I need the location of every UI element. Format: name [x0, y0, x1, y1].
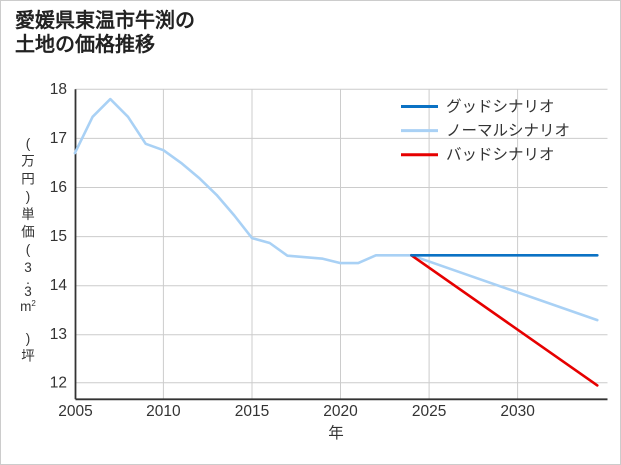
- svg-text:(: (: [26, 242, 31, 257]
- svg-text:2025: 2025: [412, 403, 446, 420]
- svg-text:12: 12: [50, 375, 67, 392]
- svg-text:): ): [26, 331, 31, 346]
- svg-text:年: 年: [328, 424, 344, 442]
- svg-text:グッドシナリオ: グッドシナリオ: [446, 98, 555, 116]
- svg-text:18: 18: [50, 81, 67, 98]
- svg-text:): ): [26, 189, 31, 204]
- svg-text:2010: 2010: [146, 403, 181, 420]
- svg-text:m2: m2: [20, 299, 36, 314]
- svg-text:(: (: [26, 136, 31, 151]
- svg-text:坪: 坪: [21, 349, 35, 364]
- svg-text:17: 17: [50, 130, 67, 147]
- svg-text:ノーマルシナリオ: ノーマルシナリオ: [446, 123, 570, 140]
- svg-text:16: 16: [50, 179, 67, 196]
- svg-text:万: 万: [21, 154, 35, 169]
- svg-text:単: 単: [21, 207, 35, 222]
- svg-text:価: 価: [21, 225, 35, 240]
- svg-text:2015: 2015: [235, 403, 269, 420]
- svg-text:13: 13: [50, 326, 67, 343]
- svg-text:バッドシナリオ: バッドシナリオ: [446, 147, 555, 164]
- svg-text:2005: 2005: [58, 403, 92, 420]
- svg-text:2030: 2030: [500, 403, 535, 420]
- svg-text:円: 円: [21, 171, 35, 186]
- svg-text:3: 3: [24, 284, 32, 299]
- svg-text:14: 14: [50, 277, 68, 294]
- svg-text:15: 15: [50, 228, 67, 245]
- svg-text:2020: 2020: [323, 403, 358, 420]
